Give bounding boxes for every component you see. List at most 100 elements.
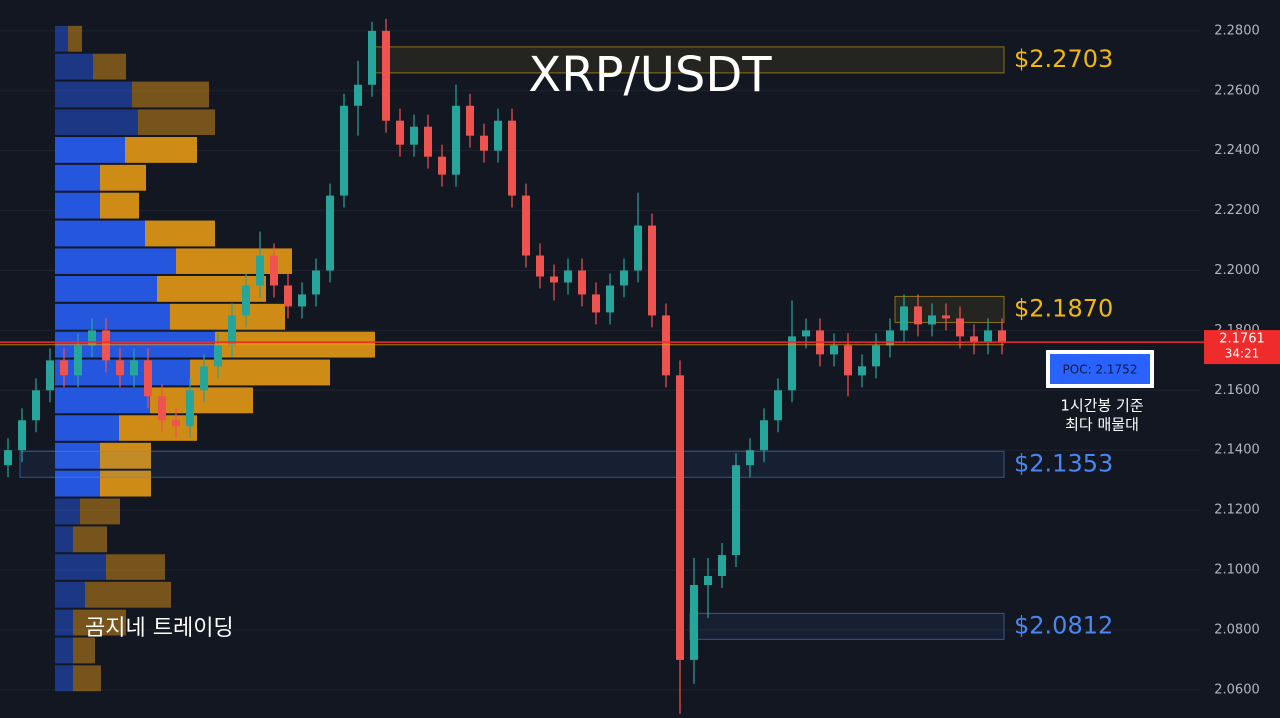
profile-buy-bar [55, 609, 73, 636]
candle-body [676, 375, 684, 660]
candle-body [452, 105, 460, 175]
candle-body [270, 255, 278, 286]
y-tick-label: 2.2000 [1214, 263, 1260, 278]
volume-profile [55, 25, 375, 692]
candle-body [900, 306, 908, 331]
candle-body [354, 84, 362, 106]
profile-buy-bar [55, 498, 80, 525]
level-label: $2.1870 [1014, 294, 1113, 322]
y-tick-label: 2.1400 [1214, 443, 1260, 458]
candle-body [508, 120, 516, 196]
level-zone [689, 612, 1005, 640]
last-price-label: 2.1761 [1219, 332, 1265, 347]
profile-sell-bar [170, 303, 285, 330]
candle-body [774, 390, 782, 421]
candle-body [228, 315, 236, 346]
candle-body [172, 420, 180, 427]
y-tick-label: 2.2200 [1214, 203, 1260, 218]
candle-body [802, 330, 810, 337]
candle-body [46, 360, 54, 391]
candles [4, 18, 1006, 714]
annotation: 최다 매물대 [1065, 416, 1139, 434]
y-tick-label: 2.0800 [1214, 622, 1260, 637]
candle-body [424, 126, 432, 157]
profile-sell-bar [100, 442, 151, 469]
watermark: 곰지네 트레이딩 [85, 616, 234, 641]
profile-sell-bar [138, 109, 215, 135]
profile-sell-bar [100, 470, 151, 497]
candle-body [60, 360, 68, 376]
candle-body [942, 315, 950, 319]
candle-body [662, 315, 670, 376]
candle-body [88, 330, 96, 346]
level-zone [19, 450, 1005, 478]
profile-buy-bar [55, 53, 93, 80]
profile-buy-bar [55, 442, 100, 469]
candle-body [74, 345, 82, 376]
profile-buy-bar [55, 220, 145, 247]
profile-buy-bar [55, 470, 100, 497]
y-tick-label: 2.1200 [1214, 503, 1260, 518]
level-label: $2.1353 [1014, 449, 1113, 477]
profile-buy-bar [55, 136, 125, 163]
profile-sell-bar [190, 359, 330, 386]
candle-body [522, 195, 530, 256]
candle-body [746, 450, 754, 466]
candle-body [298, 294, 306, 307]
profile-buy-bar [55, 275, 157, 302]
candle-body [536, 255, 544, 277]
candle-body [732, 465, 740, 556]
candle-body [116, 360, 124, 376]
candle-body [340, 105, 348, 196]
profile-buy-bar [55, 415, 119, 441]
y-tick-label: 2.1600 [1214, 383, 1260, 398]
profile-buy-bar [55, 164, 100, 191]
candle-body [970, 336, 978, 343]
candle-body [242, 285, 250, 316]
level-label: $2.2703 [1014, 45, 1113, 73]
candle-body [914, 306, 922, 325]
candle-body [844, 345, 852, 376]
candle-body [214, 345, 222, 367]
last-price-box [1204, 330, 1280, 365]
profile-buy-bar [55, 109, 138, 135]
poc-label: POC: 2.1752 [1063, 363, 1138, 377]
y-tick-label: 2.1000 [1214, 563, 1260, 578]
profile-buy-bar [55, 192, 100, 219]
candle-body [690, 585, 698, 660]
y-tick-label: 2.2400 [1214, 143, 1260, 158]
profile-sell-bar [80, 498, 120, 525]
candle-body [326, 195, 334, 271]
profile-buy-bar [55, 665, 73, 692]
profile-sell-bar [73, 637, 95, 664]
chart-title: XRP/USDT [528, 47, 772, 103]
poc-box [1050, 354, 1150, 384]
candle-body [564, 270, 572, 283]
candle-body [634, 225, 642, 271]
profile-sell-bar [145, 220, 215, 247]
candle-body [396, 120, 404, 145]
candle-body [144, 360, 152, 397]
y-tick-label: 2.2600 [1214, 83, 1260, 98]
profile-sell-bar [132, 81, 209, 108]
profile-sell-bar [100, 164, 146, 191]
candle-body [284, 285, 292, 307]
candle-body [368, 30, 376, 85]
candle-body [872, 345, 880, 367]
profile-buy-bar [55, 303, 170, 330]
profile-sell-bar [100, 192, 139, 219]
profile-sell-bar [106, 554, 165, 580]
profile-sell-bar [73, 665, 101, 692]
profile-buy-bar [55, 554, 106, 580]
candle-body [466, 105, 474, 136]
candle-body [858, 366, 866, 376]
candle-body [550, 276, 558, 283]
profile-buy-bar [55, 248, 176, 274]
candle-body [886, 330, 894, 346]
candle-body [438, 156, 446, 175]
profile-sell-bar [93, 53, 126, 80]
candle-body [256, 255, 264, 286]
candle-body [102, 330, 110, 361]
